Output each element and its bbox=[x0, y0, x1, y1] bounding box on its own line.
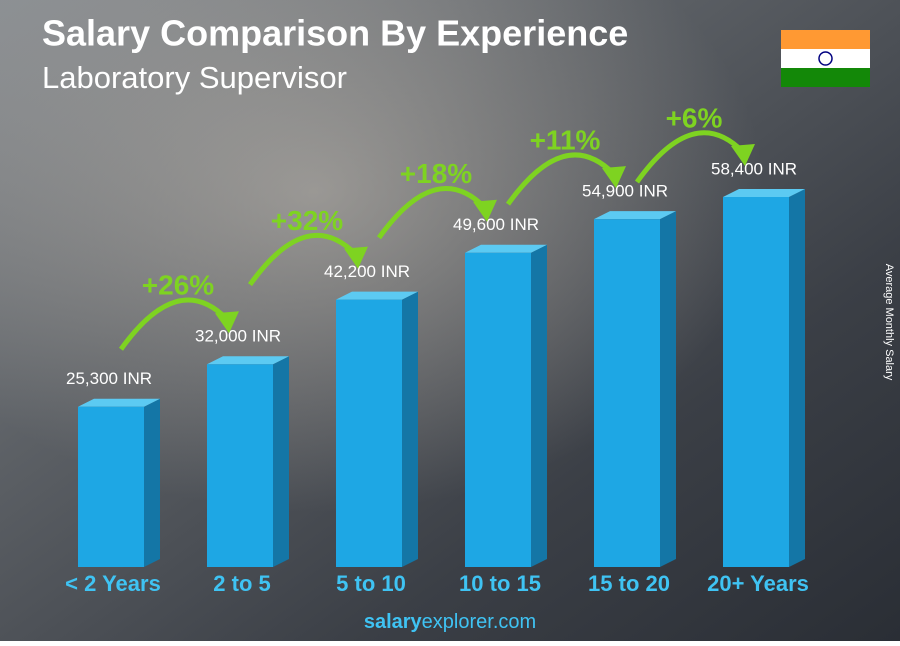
x-tick-label: 10 to 15 bbox=[459, 571, 541, 596]
change-label: +32% bbox=[271, 205, 343, 236]
bar-top bbox=[207, 356, 289, 365]
bar-side bbox=[789, 189, 805, 567]
footer-domain: explorer.com bbox=[422, 611, 537, 633]
change-label: +26% bbox=[142, 270, 214, 301]
change-arrow bbox=[118, 297, 229, 351]
value-label: 54,900 INR bbox=[582, 182, 668, 201]
value-label: 32,000 INR bbox=[195, 327, 281, 346]
change-arrow bbox=[634, 130, 745, 184]
flag bbox=[781, 30, 870, 87]
change-arrowhead bbox=[731, 144, 755, 166]
value-label: 42,200 INR bbox=[324, 262, 410, 281]
value-label: 58,400 INR bbox=[711, 159, 797, 178]
x-tick-label: 5 to 10 bbox=[336, 571, 406, 596]
bar bbox=[465, 244, 547, 567]
bar-top bbox=[723, 189, 805, 197]
bar-side bbox=[402, 291, 418, 567]
bar-front bbox=[336, 299, 402, 567]
change-label: +6% bbox=[666, 102, 723, 133]
x-tick-label: < 2 Years bbox=[65, 571, 161, 596]
change-arrowhead bbox=[344, 246, 368, 269]
bar-front bbox=[207, 364, 273, 567]
change-arrow bbox=[505, 152, 616, 206]
bar-front bbox=[723, 197, 789, 567]
footer-brand: salary bbox=[364, 611, 423, 633]
value-label: 25,300 INR bbox=[66, 369, 152, 388]
y-axis-label: Average Monthly Salary bbox=[883, 264, 895, 381]
change-arrowhead bbox=[215, 311, 239, 334]
bar-side bbox=[144, 398, 160, 567]
change-arrowhead bbox=[602, 166, 626, 189]
bar-top bbox=[78, 398, 160, 407]
change-arrow bbox=[376, 186, 487, 240]
change-arrowhead bbox=[473, 199, 497, 222]
bar-top bbox=[465, 244, 547, 253]
x-tick-label: 15 to 20 bbox=[588, 571, 670, 596]
bar-front bbox=[594, 219, 660, 567]
bar-top bbox=[594, 211, 676, 220]
bar-side bbox=[531, 244, 547, 567]
bar bbox=[723, 189, 805, 567]
bar bbox=[594, 211, 676, 567]
bar bbox=[207, 356, 289, 567]
chart-subtitle: Laboratory Supervisor bbox=[42, 60, 347, 95]
chart-title: Salary Comparison By Experience bbox=[42, 13, 628, 54]
bar-side bbox=[660, 211, 676, 567]
bar-front bbox=[78, 406, 144, 567]
bar bbox=[78, 398, 160, 567]
change-label: +11% bbox=[530, 125, 601, 156]
footer: salaryexplorer.com bbox=[364, 611, 536, 633]
bar-top bbox=[336, 291, 418, 300]
x-tick-label: 20+ Years bbox=[707, 571, 809, 596]
bar bbox=[336, 291, 418, 567]
bar-side bbox=[273, 356, 289, 567]
bar-front bbox=[465, 252, 531, 567]
change-arrow bbox=[247, 232, 358, 287]
change-label: +18% bbox=[400, 158, 472, 189]
x-tick-label: 2 to 5 bbox=[213, 571, 270, 596]
value-label: 49,600 INR bbox=[453, 215, 539, 234]
